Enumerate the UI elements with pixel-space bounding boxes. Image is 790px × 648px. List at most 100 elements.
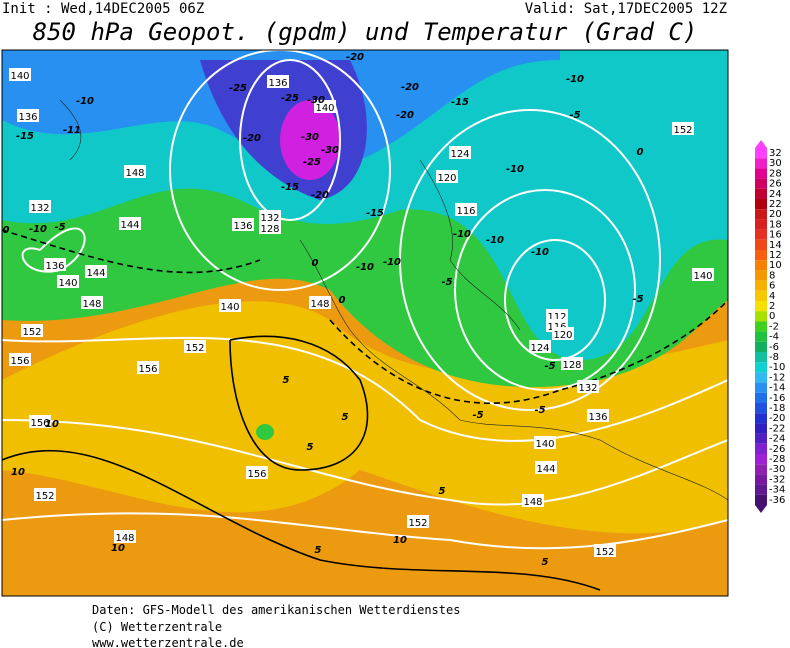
legend-swatch <box>755 229 767 240</box>
label-box <box>21 324 43 337</box>
legend-label: 16 <box>769 230 782 241</box>
legend-arrow <box>755 505 767 513</box>
coastlines <box>59 99 728 501</box>
geopotential-label: 156 <box>138 364 157 375</box>
temperature-label: -20 <box>396 110 414 121</box>
geopotential-label: 124 <box>450 149 469 160</box>
label-box <box>529 340 551 353</box>
legend-swatch <box>755 239 767 250</box>
label-box <box>314 100 336 113</box>
legend-swatch <box>755 270 767 281</box>
geopotential-label: 140 <box>220 302 239 313</box>
geopotential-label: 136 <box>233 221 252 232</box>
label-box <box>29 200 51 213</box>
legend-label: -16 <box>769 393 785 404</box>
label-box <box>184 340 206 353</box>
temperature-label: -5 <box>569 110 580 121</box>
legend-swatch <box>755 280 767 291</box>
label-box <box>594 544 616 557</box>
temperature-label: -25 <box>281 93 299 104</box>
temperature-label: 5 <box>542 557 549 568</box>
label-box <box>114 530 136 543</box>
legend-label: -28 <box>769 454 785 465</box>
temperature-label: 10 <box>111 543 125 554</box>
legend-swatch <box>755 423 767 434</box>
geopotential-label: 148 <box>310 299 329 310</box>
temperature-label: -10 <box>453 229 471 240</box>
map-title: 850 hPa Geopot. (gpdm) und Temperatur (G… <box>33 18 698 46</box>
legend-swatch <box>755 474 767 485</box>
label-box <box>577 380 599 393</box>
label-box <box>455 203 477 216</box>
geopotential-label: 120 <box>437 173 456 184</box>
temperature-label: -15 <box>451 97 469 108</box>
label-box <box>137 361 159 374</box>
label-box <box>672 122 694 135</box>
legend-label: 18 <box>769 219 782 230</box>
geopotential-label: 132 <box>30 203 49 214</box>
geopotential-label: 144 <box>536 464 555 475</box>
geopotential-label: 132 <box>578 383 597 394</box>
legend-label: 2 <box>769 301 775 312</box>
legend-label: -12 <box>769 372 785 383</box>
label-box <box>34 488 56 501</box>
legend-swatch <box>755 219 767 230</box>
temperature-label: 5 <box>307 442 314 453</box>
temperature-label: -10 <box>383 257 401 268</box>
geopotential-label: 124 <box>530 343 549 354</box>
legend-label: -30 <box>769 464 785 475</box>
geopotential-label: 152 <box>22 327 41 338</box>
legend-label: -34 <box>769 485 785 496</box>
label-box <box>9 68 31 81</box>
geopotential-label: 136 <box>268 78 287 89</box>
legend-swatch <box>755 454 767 465</box>
label-box <box>246 466 268 479</box>
legend-swatch <box>755 352 767 363</box>
legend-label: -20 <box>769 413 785 424</box>
label-box <box>124 165 146 178</box>
label-box <box>57 275 79 288</box>
temperature-label: -10 <box>566 74 584 85</box>
label-box <box>119 217 141 230</box>
legend-label: -36 <box>769 495 785 506</box>
legend-swatch <box>755 209 767 220</box>
temperature-label: -20 <box>346 52 364 63</box>
temperature-label: 10 <box>11 467 25 478</box>
geopotential-label: 144 <box>120 220 139 231</box>
geopotential-label: 132 <box>260 213 279 224</box>
label-box <box>552 327 574 340</box>
geopotential-label: 152 <box>595 547 614 558</box>
isotherms <box>2 229 728 591</box>
temperature-label: -5 <box>632 294 643 305</box>
temperature-label: 10 <box>45 419 59 430</box>
label-box <box>29 415 51 428</box>
map: 1401361361401481441321361401441481521561… <box>1 49 729 597</box>
label-box <box>534 436 556 449</box>
legend-swatch <box>755 382 767 393</box>
geopotential-label: 148 <box>523 497 542 508</box>
coldest-core <box>280 100 340 180</box>
temperature-label: 5 <box>283 375 290 386</box>
legend-swatch <box>755 341 767 352</box>
temperature-label: -11 <box>63 125 81 136</box>
temperature-label: -10 <box>531 247 549 258</box>
legend-swatch <box>755 433 767 444</box>
geopotential-label: 140 <box>535 439 554 450</box>
legend-label: -22 <box>769 423 785 434</box>
isohypses <box>2 50 728 550</box>
legend-label: -14 <box>769 383 785 394</box>
map-frame <box>1 49 729 597</box>
temperature-label: -25 <box>303 157 321 168</box>
legend-swatch <box>755 311 767 322</box>
label-box <box>436 170 458 183</box>
temperature-label: -20 <box>243 133 261 144</box>
temperature-label: -10 <box>356 262 374 273</box>
geopotential-label: 128 <box>260 224 279 235</box>
legend-swatch <box>755 372 767 383</box>
geopotential-label: 116 <box>456 206 475 217</box>
label-box <box>85 265 107 278</box>
temperature-label: -10 <box>486 235 504 246</box>
legend-label: -6 <box>769 342 779 353</box>
geopotential-label: 152 <box>35 491 54 502</box>
